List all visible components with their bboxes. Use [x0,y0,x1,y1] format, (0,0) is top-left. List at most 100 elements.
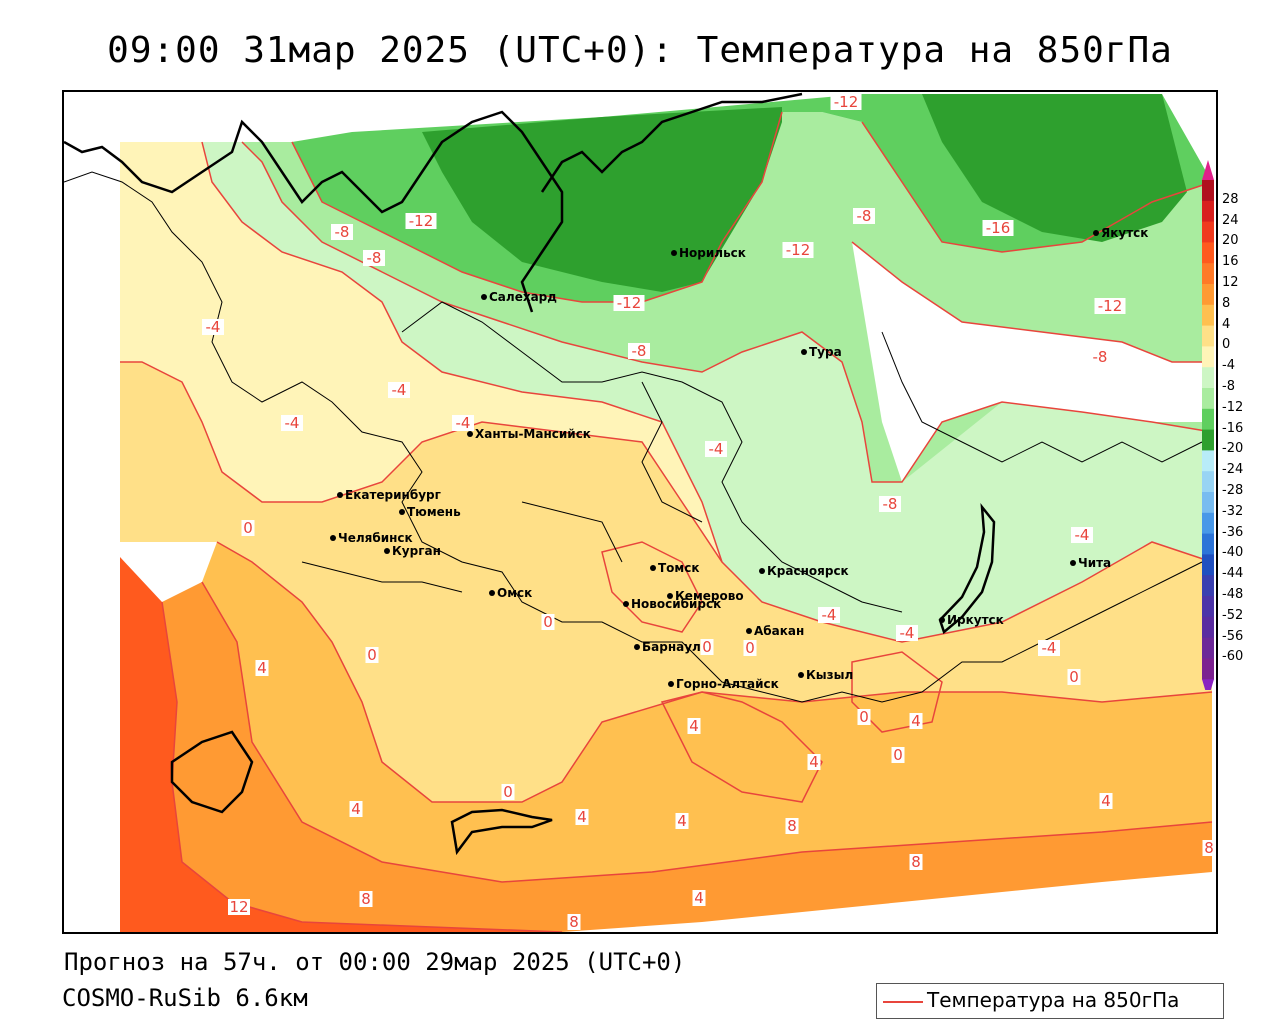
city-marker[interactable]: Челябинск [330,531,413,545]
contour-label-text: 4 [911,712,921,730]
contour-label-bg [857,709,871,725]
city-dot [489,590,495,596]
zone-4 [202,542,1212,882]
city-marker[interactable]: Кемерово [667,589,744,603]
city-dot [671,250,677,256]
city-dot [759,568,765,574]
contour-4 [216,541,1213,803]
contour-label-bg [241,520,255,536]
city-marker[interactable]: Горно-Алтайск [668,677,779,691]
contour-8 [201,581,1213,883]
scale-segment [1202,450,1214,472]
zone-minus8 [202,142,1212,642]
scale-tick-label: 16 [1222,254,1239,270]
scale-segment [1202,346,1214,368]
contour-value-label: -8 [853,207,875,225]
scale-tick-label: 4 [1222,316,1231,332]
contour-value-label: 4 [909,712,923,730]
contour-label-bg [909,854,923,870]
contour-value-label: -8 [363,249,385,267]
city-label: Кызыл [806,668,853,682]
city-marker[interactable]: Кызыл [798,668,853,682]
contour-label-text: -4 [392,381,407,399]
color-scale-bar [1202,160,1214,700]
city-marker[interactable]: Ханты-Мансийск [467,427,591,441]
city-label: Екатеринбург [345,488,441,502]
contour-value-label: -4 [818,606,840,624]
scale-segment [1202,388,1214,410]
scale-segment [1202,596,1214,618]
contour-value-label: -4 [388,381,410,399]
scale-segment [1202,512,1214,535]
contour-minus12-east [851,241,1212,363]
city-marker[interactable]: Абакан [746,624,804,638]
contour-label-bg [705,441,727,457]
contour-label-bg [1099,793,1113,809]
city-marker[interactable]: Норильск [671,246,746,260]
contour-value-label: -4 [202,318,224,336]
border-inner [641,381,703,523]
baikal-lake [938,503,996,635]
scale-segment [1202,200,1214,223]
city-dot [330,535,336,541]
city-dot [801,349,807,355]
contour-label-text: -12 [786,241,811,259]
contour-label-text: -4 [709,440,724,458]
scale-tick-label: -4 [1222,358,1235,374]
scale-tick-label: -12 [1222,399,1244,415]
contour-label-text: -4 [206,318,221,336]
contour-value-label: 0 [1067,668,1081,686]
contour-value-label: -4 [1038,639,1060,657]
scale-tick-label: -20 [1222,441,1244,457]
scale-bottom-arrow [1202,679,1214,700]
city-marker[interactable]: Тура [801,345,842,359]
contour-value-label: -4 [896,624,918,642]
contour-label-bg [567,914,581,930]
city-marker[interactable]: Екатеринбург [337,488,441,502]
scale-tick-label: -32 [1222,503,1244,519]
map-frame[interactable]: Норильск Якутск Салехард Тура Ханты-Мансийск… [62,90,1218,934]
city-marker[interactable]: Омск [489,586,532,600]
city-marker[interactable]: Томск [650,561,700,575]
city-label: Курган [392,544,441,558]
scale-tick-label: -40 [1222,545,1244,561]
contour-label-text: 0 [503,783,513,801]
city-label: Чита [1078,556,1111,570]
contour-label-bg [359,891,373,907]
city-label: Новосибирск [631,597,721,611]
city-marker[interactable]: Барнаул [634,640,701,654]
temperature-map[interactable]: Норильск Якутск Салехард Тура Ханты-Мансийск… [64,92,1218,934]
contour-label-bg [349,801,363,817]
contour-value-label: 4 [575,808,589,826]
contour-value-label: 8 [909,853,923,871]
city-marker[interactable]: Тюмень [399,505,461,519]
coastline-north [540,92,803,193]
city-label: Челябинск [338,531,413,545]
city-marker[interactable]: Курган [384,544,441,558]
contour-label-text: -4 [285,414,300,432]
contour-value-label: -8 [331,223,353,241]
city-marker[interactable]: Новосибирск [623,597,721,611]
zone-8 [162,582,1212,932]
city-marker[interactable]: Якутск [1093,226,1148,240]
city-marker[interactable]: Красноярск [759,564,849,578]
contour-value-label: 12 [228,898,250,916]
contour-label-bg [363,250,385,266]
city-marker[interactable]: Салехард [481,290,557,304]
city-marker[interactable]: Иркутск [939,613,1004,627]
contour-label-bg [613,295,645,311]
contour-label-text: 8 [1204,839,1214,857]
legend: Температура на 850гПа [876,983,1224,1019]
scale-segment [1202,658,1214,680]
contour-label-text: 0 [859,708,869,726]
contour-label-text: -4 [1042,639,1057,657]
scale-tick-label: -44 [1222,566,1244,582]
border-oblast [521,501,623,563]
contour-value-label: -4 [281,414,303,432]
city-dot [481,294,487,300]
contour-label-text: 0 [243,519,253,537]
scale-segment [1202,471,1214,493]
city-marker[interactable]: Чита [1070,556,1111,570]
balkhash-lake [450,808,553,856]
contour-label-bg [575,809,589,825]
